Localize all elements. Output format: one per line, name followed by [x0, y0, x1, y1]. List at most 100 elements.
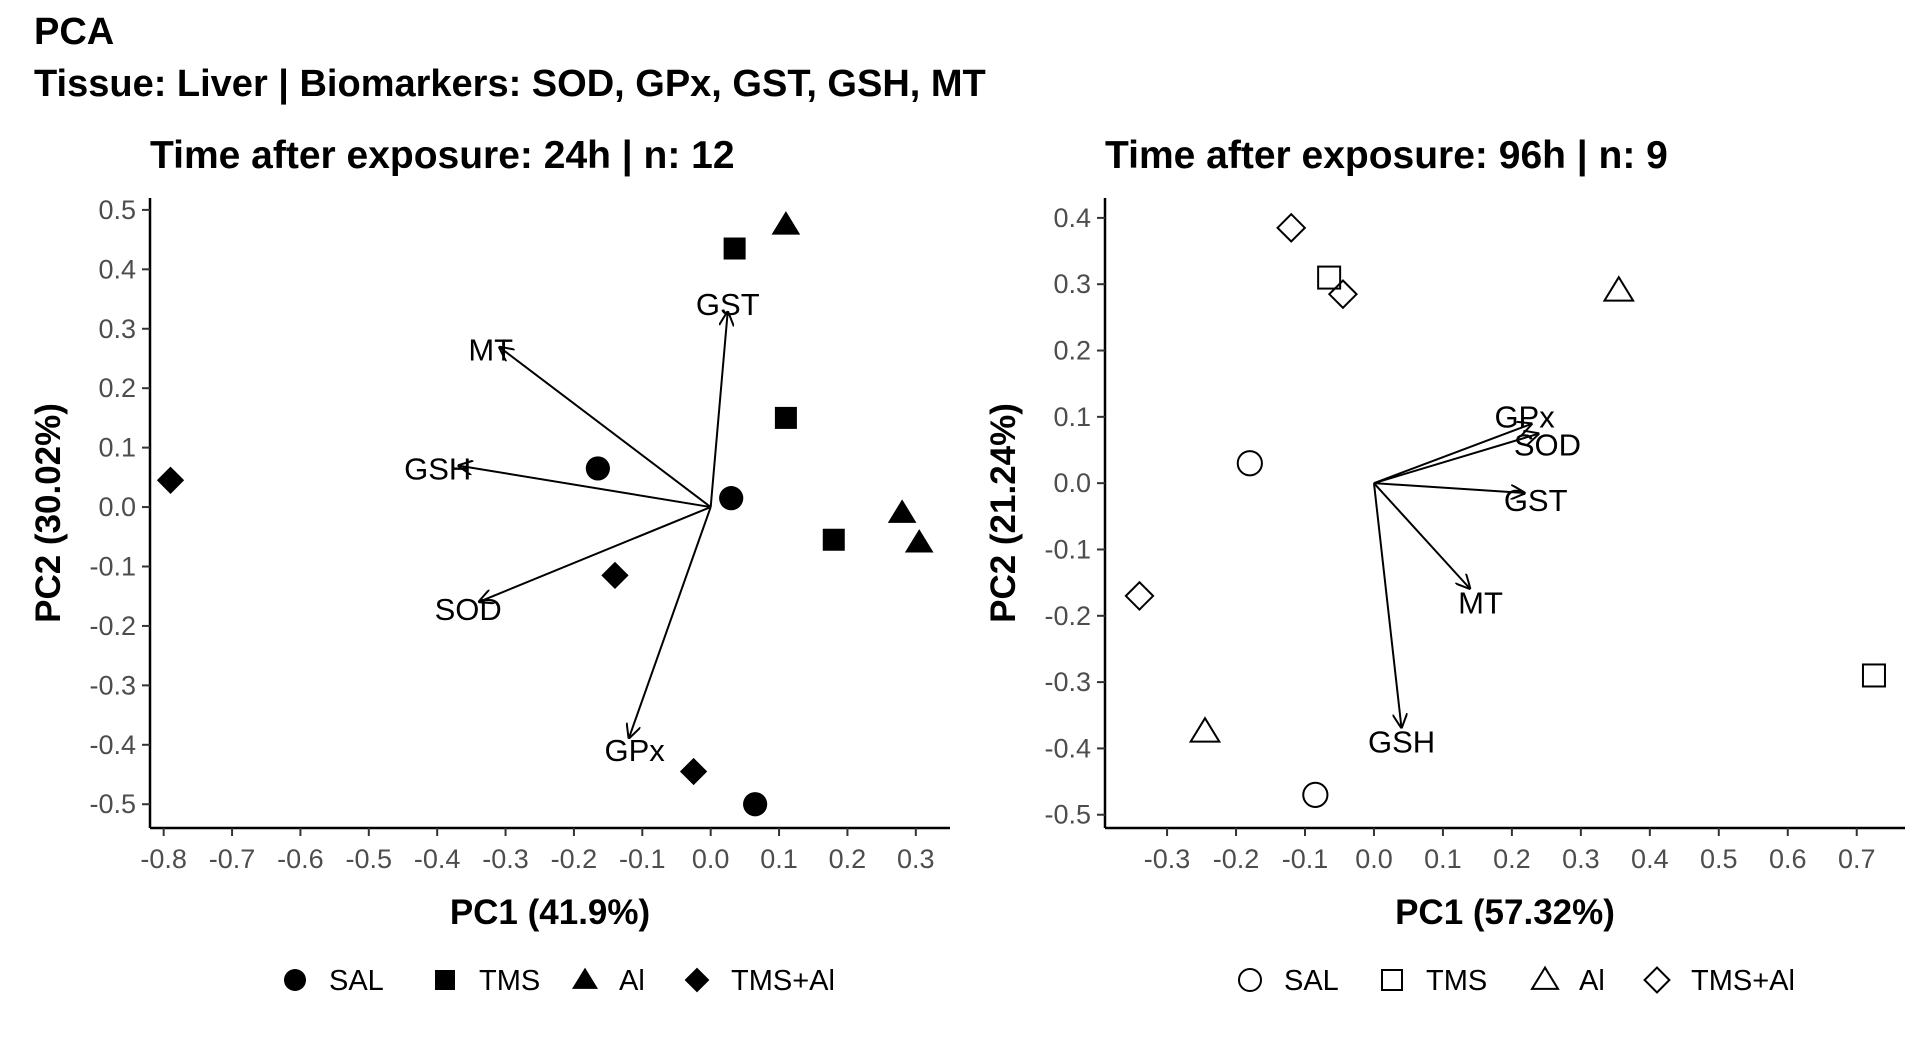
panel-title: Time after exposure: 24h | n: 12 [150, 134, 735, 177]
x-tick-label: -0.3 [482, 844, 529, 874]
y-tick-label: -0.2 [1044, 601, 1091, 631]
x-tick-label: 0.6 [1769, 844, 1807, 874]
legend-key-sal [284, 969, 306, 991]
y-tick-label: 0.0 [1053, 468, 1091, 498]
point-tms-plus-al [601, 561, 629, 590]
point-tms [1861, 663, 1886, 688]
x-tick-label: 0.0 [692, 844, 730, 874]
point-sal [1302, 781, 1329, 808]
loading-label-gsh: GSH [1368, 725, 1435, 760]
legend-label: TMS [479, 965, 540, 997]
y-tick-label: 0.1 [1053, 402, 1091, 432]
x-tick-label: -0.6 [277, 844, 324, 874]
point-tms-plus-al [679, 757, 708, 786]
loading-label-gpx: GPx [1494, 399, 1555, 434]
point-al [887, 499, 917, 523]
x-tick-label: -0.1 [1282, 844, 1329, 874]
x-tick-label: -0.5 [346, 844, 393, 874]
point-sal [1236, 450, 1263, 477]
y-tick-label: 0.4 [1053, 203, 1091, 233]
loading-label-gsh: GSH [404, 451, 471, 486]
legend-label: SAL [1284, 965, 1339, 997]
legend-key-al [1530, 965, 1560, 990]
legend-key-sal [1238, 968, 1262, 992]
y-tick-label: 0.4 [98, 254, 136, 284]
loading-arrow-gst [709, 311, 728, 508]
loading-label-sod: SOD [435, 592, 502, 627]
point-al [904, 529, 934, 553]
x-tick-label: 0.7 [1838, 844, 1876, 874]
x-tick-label: -0.4 [414, 844, 461, 874]
x-tick-label: 0.1 [1424, 844, 1462, 874]
loading-arrow-sod [1373, 433, 1540, 485]
y-tick-label: 0.2 [98, 373, 136, 403]
loading-arrow-gpx [629, 506, 712, 739]
y-tick-label: -0.1 [1044, 534, 1091, 564]
legend-label: TMS+Al [1691, 965, 1795, 997]
x-tick-label: 0.5 [1700, 844, 1738, 874]
loading-arrow-gsh [458, 465, 711, 509]
legend-key-tms [1381, 969, 1403, 991]
y-tick-label: 0.3 [1053, 269, 1091, 299]
legend-label: SAL [329, 965, 384, 997]
legend-key-al [571, 967, 599, 989]
point-tms-plus-al [1327, 279, 1358, 310]
y-tick-label: 0.0 [98, 492, 136, 522]
loading-arrow-gsh [1372, 483, 1402, 728]
point-sal [719, 486, 744, 511]
x-tick-label: 0.3 [897, 844, 935, 874]
y-tick-label: -0.5 [89, 789, 136, 819]
y-tick-label: -0.5 [1044, 800, 1091, 830]
loading-arrow-mt [499, 347, 712, 508]
point-tms-plus-al [1124, 580, 1155, 611]
point-tms [1317, 265, 1342, 290]
chart-subtitle: Tissue: Liver | Biomarkers: SOD, GPx, GS… [34, 63, 986, 105]
x-tick-label: 0.1 [760, 844, 798, 874]
x-axis-title: PC1 (41.9%) [450, 893, 650, 932]
x-tick-label: -0.7 [209, 844, 256, 874]
x-tick-label: 0.3 [1562, 844, 1600, 874]
panel-96h: Time after exposure: 96h | n: 9-0.3 -0.2-… [984, 134, 1905, 997]
x-tick-label: -0.2 [551, 844, 598, 874]
legend-label: TMS [1426, 965, 1487, 997]
legend-key-tms-plus-al [684, 967, 710, 993]
y-tick-label: -0.2 [89, 611, 136, 641]
point-tms [822, 528, 845, 551]
loading-label-gst: GST [1504, 483, 1568, 518]
y-tick-label: -0.1 [89, 551, 136, 581]
loading-label-mt: MT [468, 333, 513, 368]
x-tick-label: -0.2 [1213, 844, 1260, 874]
legend-key-tms [435, 970, 455, 990]
point-tms [774, 406, 797, 429]
x-axis-title: PC1 (57.32%) [1395, 893, 1615, 932]
point-sal [585, 456, 610, 481]
legend-label: Al [1579, 965, 1605, 997]
loading-label-mt: MT [1458, 585, 1503, 620]
chart-main-title: PCA [34, 11, 115, 53]
y-axis-title: PC2 (30.02%) [29, 403, 68, 623]
point-tms-plus-al [1276, 212, 1307, 243]
y-tick-label: 0.3 [98, 314, 136, 344]
x-tick-label: 0.4 [1631, 844, 1669, 874]
x-tick-label: 0.2 [829, 844, 867, 874]
x-tick-label: 0.2 [1493, 844, 1531, 874]
point-al [771, 211, 801, 235]
y-tick-label: -0.3 [1044, 667, 1091, 697]
y-tick-label: 0.1 [98, 433, 136, 463]
x-tick-label: -0.1 [619, 844, 666, 874]
x-tick-label: 0.0 [1355, 844, 1393, 874]
legend-label: TMS+Al [731, 965, 835, 997]
y-tick-label: 0.5 [98, 195, 136, 225]
loading-label-sod: SOD [1514, 427, 1581, 462]
y-tick-label: -0.4 [89, 730, 136, 760]
loading-arrow-mt [1373, 482, 1471, 589]
y-axis-title: PC2 (21.24%) [984, 403, 1023, 623]
y-tick-label: -0.4 [1044, 733, 1091, 763]
point-al [1602, 275, 1635, 302]
point-tms [723, 237, 746, 260]
loading-arrow-sod [478, 506, 712, 602]
loading-arrow-gpx [1373, 423, 1533, 485]
panel-24h: Time after exposure: 24h | n: 12 -0.8 -0.7… [29, 134, 950, 997]
y-tick-label: -0.3 [89, 670, 136, 700]
